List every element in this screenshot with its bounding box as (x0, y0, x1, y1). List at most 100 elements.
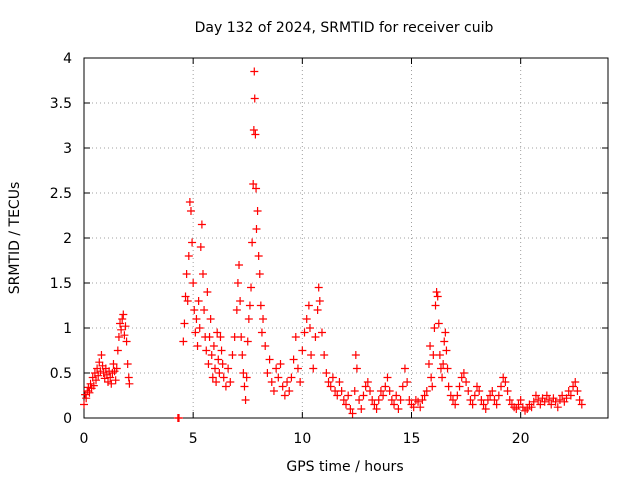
data-point (193, 342, 202, 350)
data-point (396, 396, 405, 404)
data-point (97, 351, 106, 359)
data-point (558, 391, 567, 400)
x-axis-label: GPS time / hours (286, 459, 403, 475)
data-point (233, 279, 242, 287)
data-point (296, 378, 305, 386)
data-point (433, 292, 442, 301)
data-point (85, 388, 94, 397)
data-point (224, 364, 233, 373)
data-point (218, 360, 227, 368)
data-point (344, 391, 353, 400)
data-point (435, 351, 444, 359)
data-point (455, 382, 464, 391)
data-point (240, 382, 249, 391)
data-point (122, 337, 131, 346)
data-point (553, 403, 562, 412)
data-point (372, 405, 381, 413)
data-point (442, 346, 451, 355)
data-point (99, 369, 108, 377)
data-point (359, 391, 368, 400)
data-point (198, 270, 207, 278)
data-point (114, 333, 123, 341)
data-point (252, 225, 261, 233)
data-point (363, 378, 372, 386)
data-point (475, 387, 484, 395)
data-point (293, 364, 302, 373)
data-point (196, 243, 205, 251)
data-point (424, 360, 433, 368)
y-axis-label: SRMTID / TECUs (7, 182, 23, 295)
data-point (320, 351, 329, 359)
data-point (95, 358, 104, 367)
data-point (124, 373, 133, 382)
data-point (333, 391, 342, 400)
data-point (197, 220, 206, 229)
data-point (117, 325, 126, 334)
data-point (185, 198, 194, 206)
data-point (257, 328, 266, 337)
data-point (562, 394, 571, 403)
data-point (313, 306, 322, 314)
data-point (221, 382, 230, 391)
data-point (96, 367, 105, 376)
data-point (272, 364, 281, 373)
data-point (118, 315, 127, 323)
data-point (200, 306, 209, 314)
data-point (444, 382, 453, 391)
data-point (443, 364, 452, 373)
data-point (420, 391, 429, 400)
data-point (542, 391, 551, 400)
data-point (80, 400, 88, 409)
data-point (431, 301, 440, 310)
data-point (403, 378, 412, 386)
data-point (374, 396, 383, 404)
data-point (551, 397, 560, 406)
data-point (245, 301, 254, 310)
data-point (309, 364, 318, 373)
data-point (418, 396, 427, 404)
data-point (263, 369, 272, 377)
data-point (203, 288, 212, 296)
data-point (351, 351, 360, 359)
data-point (195, 324, 204, 332)
x-tick-label: 15 (403, 431, 421, 447)
data-point (215, 369, 224, 377)
data-point (259, 315, 268, 323)
data-point (346, 405, 355, 413)
data-point (448, 396, 457, 404)
data-point (335, 378, 344, 386)
data-point (250, 67, 259, 76)
data-point (189, 279, 198, 287)
data-point (123, 360, 132, 368)
data-point (366, 387, 375, 395)
data-point (180, 319, 189, 328)
data-point (111, 376, 120, 385)
data-point (104, 378, 113, 386)
data-point (249, 180, 258, 188)
data-point (381, 382, 390, 391)
data-point (545, 396, 554, 404)
data-point (352, 364, 361, 373)
data-point (534, 396, 543, 404)
data-point (571, 378, 580, 386)
data-point (213, 328, 222, 337)
data-point (459, 369, 468, 377)
data-point (236, 297, 245, 305)
data-point (428, 382, 437, 391)
data-point (523, 405, 532, 413)
data-point (438, 373, 447, 382)
y-tick-label: 3.5 (50, 96, 72, 112)
data-point (540, 397, 549, 406)
data-point (326, 382, 335, 391)
data-point (253, 207, 262, 215)
y-tick-label: 3 (63, 141, 72, 157)
data-point (188, 238, 197, 247)
data-point (92, 376, 101, 385)
data-point (527, 403, 536, 412)
data-point (516, 396, 525, 404)
y-tick-label: 2 (63, 231, 72, 247)
data-point (376, 387, 385, 395)
data-point (226, 378, 235, 386)
grid (84, 58, 608, 418)
